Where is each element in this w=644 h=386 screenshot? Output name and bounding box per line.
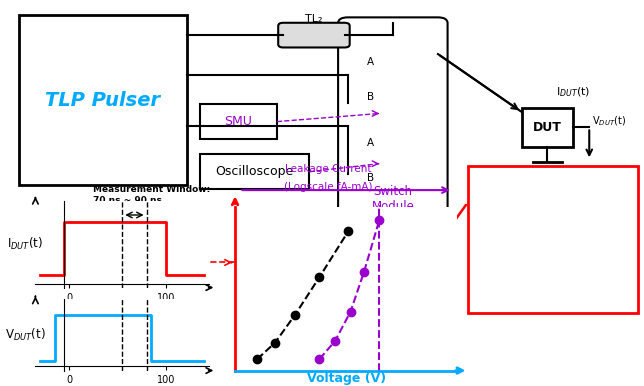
Text: Oscilloscope: Oscilloscope xyxy=(215,165,294,178)
Text: DUT: DUT xyxy=(533,121,562,134)
Text: A: A xyxy=(366,57,374,67)
Text: B: B xyxy=(366,173,374,183)
Text: A: A xyxy=(366,138,374,148)
Text: Switch
Module: Switch Module xyxy=(372,185,414,213)
Text: I$_{DUT}$(t): I$_{DUT}$(t) xyxy=(556,86,591,100)
Text: TLP Pulser: TLP Pulser xyxy=(46,91,160,110)
Bar xyxy=(522,108,573,147)
Text: Leakage Current: Leakage Current xyxy=(285,164,372,174)
Bar xyxy=(200,104,277,139)
Text: Measurement Window:
70 ns ~ 90 ns: Measurement Window: 70 ns ~ 90 ns xyxy=(93,185,211,205)
Text: V$_{DUT}$(t): V$_{DUT}$(t) xyxy=(592,115,625,129)
FancyBboxPatch shape xyxy=(338,17,448,230)
Text: 漏电流曲线出现
明显偏折，说明
DUT在该TLP
pulse作用下发
生损伤/损坏。: 漏电流曲线出现 明显偏折，说明 DUT在该TLP pulse作用下发 生损伤/损… xyxy=(521,203,585,276)
FancyBboxPatch shape xyxy=(278,23,350,47)
Text: (Logscale fA-mA): (Logscale fA-mA) xyxy=(284,182,373,192)
X-axis label: Voltage (V): Voltage (V) xyxy=(307,372,386,385)
Bar xyxy=(19,15,187,185)
Text: TL₂: TL₂ xyxy=(305,14,323,24)
Text: SMU: SMU xyxy=(224,115,252,128)
Bar xyxy=(200,154,309,189)
Y-axis label: V$_{DUT}$(t): V$_{DUT}$(t) xyxy=(5,327,46,343)
Y-axis label: I$_{DUT}$(t): I$_{DUT}$(t) xyxy=(8,236,44,252)
Text: B: B xyxy=(366,91,374,102)
X-axis label: Time (ns): Time (ns) xyxy=(96,309,149,319)
Bar xyxy=(468,166,638,313)
